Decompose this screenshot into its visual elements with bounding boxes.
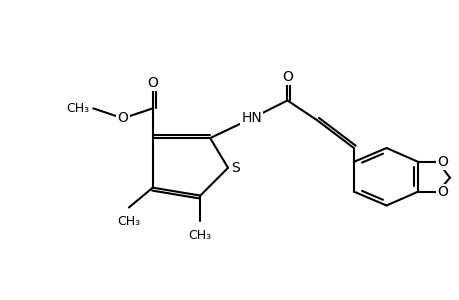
Text: O: O: [437, 155, 448, 169]
Text: HN: HN: [241, 111, 262, 125]
Text: O: O: [147, 76, 158, 90]
Text: O: O: [118, 111, 128, 125]
Text: CH₃: CH₃: [188, 229, 212, 242]
Text: O: O: [281, 70, 292, 84]
Text: CH₃: CH₃: [117, 215, 140, 228]
Text: CH₃: CH₃: [66, 102, 89, 115]
Text: S: S: [231, 161, 240, 175]
Text: O: O: [437, 184, 448, 199]
